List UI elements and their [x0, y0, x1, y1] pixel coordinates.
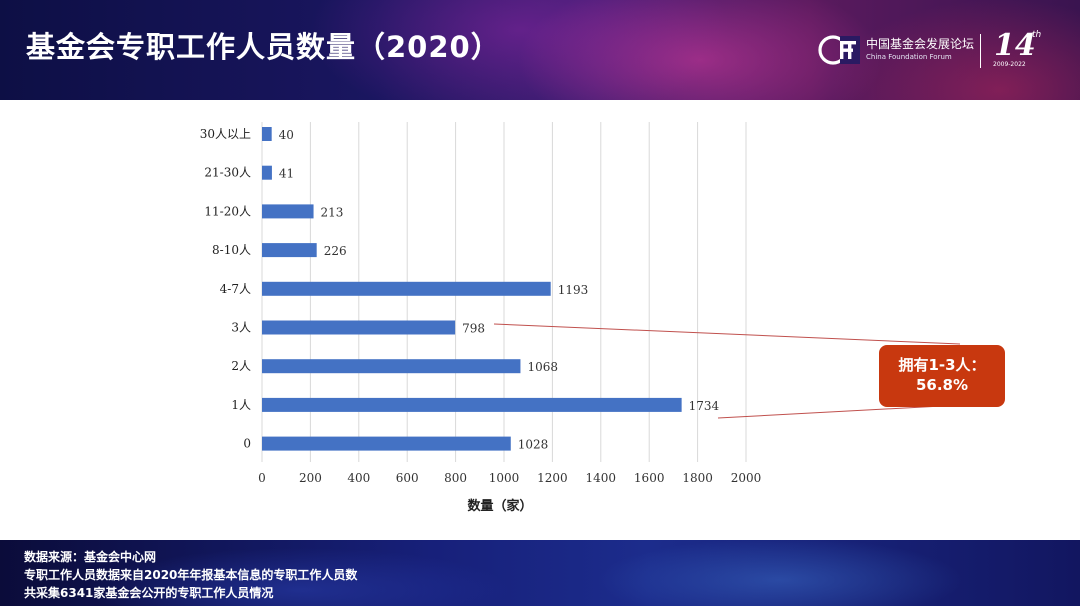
category-label: 4-7人	[220, 282, 251, 296]
value-label: 213	[321, 205, 344, 219]
x-tick-label: 1200	[537, 471, 568, 485]
category-labels: 30人以上 21-30人 11-20人 8-10人 4-7人 3人 2人 1人 0	[200, 127, 251, 451]
bar	[262, 397, 682, 412]
bar-chart: 30人以上 21-30人 11-20人 8-10人 4-7人 3人 2人 1人 0 40 41 21…	[200, 122, 961, 514]
value-label: 40	[279, 128, 294, 142]
logo-divider	[980, 34, 981, 68]
bar	[262, 281, 551, 296]
bars	[262, 127, 682, 451]
x-tick-label: 1000	[489, 471, 520, 485]
value-label: 1028	[518, 438, 549, 452]
logo-english-name: China Foundation Forum	[866, 53, 952, 61]
page-title: 基金会专职工作人员数量（2020）	[26, 30, 501, 64]
bar	[262, 436, 511, 451]
x-tick-label: 1600	[634, 471, 665, 485]
category-label: 1人	[231, 398, 251, 412]
bar	[262, 127, 272, 141]
header-banner: 基金会专职工作人员数量（2020） 中国基金会发展论坛 China Founda…	[0, 0, 1080, 100]
footer-note-1: 专职工作人员数据来自2020年年报基本信息的专职工作人员数	[24, 568, 358, 582]
logo-chinese-name: 中国基金会发展论坛	[866, 37, 975, 51]
x-axis-title: 数量（家）	[467, 498, 532, 514]
bar	[262, 204, 314, 219]
category-label: 2人	[231, 359, 251, 373]
callout-leader-lines	[493, 323, 961, 419]
leader-line-top	[493, 323, 961, 345]
category-label: 30人以上	[200, 127, 251, 141]
footer-note-2: 共采集6341家基金会公开的专职工作人员情况	[24, 586, 274, 600]
category-label: 21-30人	[204, 166, 251, 180]
value-label: 798	[462, 322, 485, 336]
callout-line-2: 56.8%	[915, 376, 969, 394]
x-tick-label: 800	[444, 471, 467, 485]
x-tick-label: 600	[396, 471, 419, 485]
value-label: 1068	[527, 360, 558, 374]
leader-line-bottom	[717, 405, 943, 419]
logo-years: 2009-2022	[993, 61, 1026, 68]
bar	[262, 243, 317, 258]
category-label: 0	[243, 437, 251, 451]
value-label: 1734	[689, 399, 720, 413]
bar	[262, 165, 272, 180]
logo-edition-suffix: th	[1032, 30, 1042, 40]
x-tick-label: 200	[299, 471, 322, 485]
x-tick-label: 400	[347, 471, 370, 485]
callout-box: 拥有1-3人： 56.8%	[879, 345, 1005, 407]
value-label: 226	[324, 244, 347, 258]
x-tick-label: 0	[258, 471, 266, 485]
value-label: 41	[279, 167, 294, 181]
cff-logo-icon	[818, 35, 860, 65]
category-label: 8-10人	[212, 243, 251, 257]
value-labels: 40 41 213 226 1193 798 1068 1734 1028	[279, 128, 720, 452]
value-label: 1193	[558, 283, 589, 297]
x-tick-labels: 0 200 400 600 800 1000 1200 1400 1600 1800 2000	[258, 471, 761, 485]
bar	[262, 359, 521, 374]
logo-edition-number: 14	[994, 28, 1036, 63]
category-label: 3人	[231, 321, 251, 335]
footer-banner: 数据来源：基金会中心网 专职工作人员数据来自2020年年报基本信息的专职工作人员…	[0, 540, 1080, 606]
bar	[262, 320, 456, 335]
x-tick-label: 2000	[731, 471, 762, 485]
footer-source: 数据来源：基金会中心网	[24, 550, 157, 564]
x-tick-label: 1400	[586, 471, 617, 485]
forum-logo: 中国基金会发展论坛 China Foundation Forum 14 th 2…	[818, 28, 1048, 74]
category-label: 11-20人	[204, 204, 251, 218]
chart-area: 30人以上 21-30人 11-20人 8-10人 4-7人 3人 2人 1人 0 40 41 21…	[0, 100, 1080, 540]
x-tick-label: 1800	[682, 471, 713, 485]
callout-line-1: 拥有1-3人：	[898, 356, 986, 374]
